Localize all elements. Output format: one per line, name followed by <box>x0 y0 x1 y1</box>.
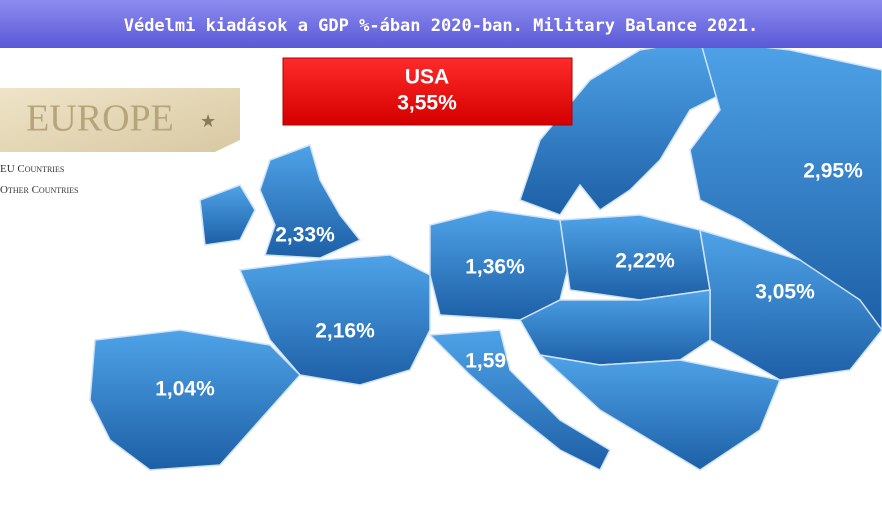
france <box>238 254 431 386</box>
country-value: 1,04% <box>155 378 215 401</box>
legend-item: EU Countries <box>0 163 64 175</box>
badge-star: ★ <box>200 111 216 131</box>
usa-country: USA <box>405 66 449 89</box>
map-labels: 2,33% 1,36% 2,22% 2,95% 3,05% 2,16% 1,59% 1,04% <box>155 160 863 401</box>
legend-item: Other Countries <box>0 184 78 196</box>
country-value: 2,95% <box>803 160 863 183</box>
map-shapes <box>89 39 882 472</box>
country-value: 3,05% <box>755 281 815 304</box>
country-value: 2,16% <box>315 320 375 343</box>
title: Védelmi kiadások a GDP %-ában 2020-ban. … <box>124 16 759 36</box>
balkans <box>537 353 782 471</box>
italy <box>428 329 611 472</box>
badge-title: Europe <box>26 98 174 140</box>
country-value: 2,33% <box>275 224 335 247</box>
usa-box <box>282 57 573 126</box>
ireland <box>199 184 256 246</box>
uk <box>259 144 362 259</box>
usa-value: 3,55% <box>397 92 457 115</box>
title-banner <box>0 0 882 48</box>
country-value: 1,36% <box>465 256 525 279</box>
iberia <box>89 329 302 471</box>
country-value: 2,22% <box>615 250 675 273</box>
europe-badge <box>0 88 240 152</box>
country-value: 1,59% <box>465 350 525 373</box>
scandinavia <box>519 39 762 216</box>
